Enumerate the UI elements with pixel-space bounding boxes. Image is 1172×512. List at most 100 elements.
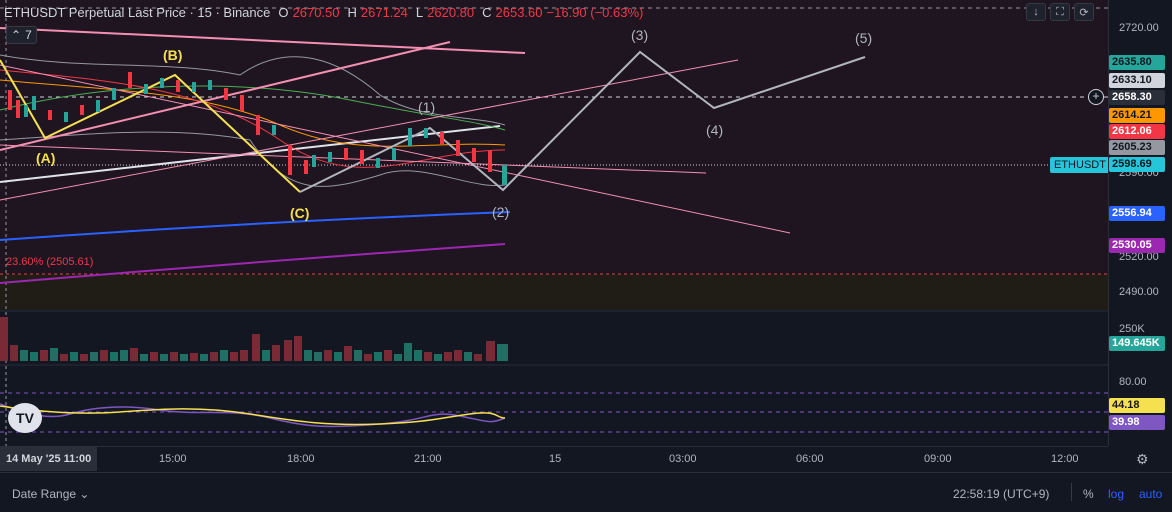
- gear-icon[interactable]: ⚙: [1136, 451, 1149, 467]
- volume-bar: [220, 350, 228, 361]
- chart-pane[interactable]: ETHUSDT Perpetual Last Price · 15 · Bina…: [0, 0, 1110, 446]
- indicators-toggle-button[interactable]: ⌃ 7: [6, 26, 37, 44]
- trendline-1: [0, 27, 526, 54]
- osc-purple: [0, 403, 506, 428]
- volume-bar: [252, 334, 260, 361]
- candle: [424, 128, 428, 138]
- volume-bar: [230, 352, 238, 361]
- open-value: 2670.50: [292, 4, 340, 20]
- chart-legend[interactable]: ETHUSDT Perpetual Last Price · 15 · Bina…: [4, 4, 643, 20]
- volume-bar: [200, 354, 208, 361]
- osc-yellow: [0, 405, 506, 426]
- volume-bar: [314, 352, 322, 361]
- volume-bar: [364, 354, 372, 361]
- candle: [376, 158, 380, 168]
- candle: [24, 105, 28, 117]
- candle: [208, 80, 212, 90]
- log-scale-toggle[interactable]: log: [1108, 487, 1125, 501]
- volume-bar: [284, 340, 292, 361]
- arrow-down-icon[interactable]: ↓: [1026, 3, 1046, 21]
- time-tick: 06:00: [796, 453, 824, 465]
- volume-bar: [140, 354, 148, 361]
- volume-bar: [210, 352, 218, 361]
- volume-bar: [110, 352, 118, 361]
- volume-bar: [374, 352, 382, 361]
- volume-bar: [20, 350, 28, 361]
- expand-icon[interactable]: ⛶: [1050, 3, 1070, 21]
- volume-bar: [170, 352, 178, 361]
- candle: [192, 82, 196, 92]
- volume-bar: [80, 354, 88, 361]
- volume-bar: [190, 353, 198, 361]
- candle: [288, 145, 292, 175]
- auto-scale-toggle[interactable]: auto: [1139, 487, 1163, 501]
- price-tag: 2556.94: [1109, 206, 1165, 221]
- volume-bar: [384, 350, 392, 361]
- ma-red: [0, 69, 506, 168]
- bottom-toolbar: Date Range ⌄ 22:58:19 (UTC+9) % log auto: [0, 472, 1172, 512]
- screenshot-icon[interactable]: ⟳: [1074, 3, 1094, 21]
- volume-bar: [240, 350, 248, 361]
- price-axis[interactable]: 2720.00 2590.00 2520.00 2490.00 250K 80.…: [1108, 0, 1172, 446]
- volume-bar: [50, 348, 58, 361]
- candle: [128, 72, 132, 88]
- indicator-count: 7: [25, 28, 32, 42]
- candle: [80, 105, 84, 115]
- abc-wave: [0, 59, 301, 193]
- clock-timezone[interactable]: 22:58:19 (UTC+9): [953, 487, 1050, 501]
- price-tag: 2614.21: [1109, 108, 1165, 123]
- wave-label-5: (5): [855, 30, 873, 46]
- symbol-price-tag: ETHUSDT: [1050, 157, 1110, 173]
- add-alert-icon[interactable]: +: [1088, 89, 1104, 105]
- symbol-title[interactable]: ETHUSDT Perpetual Last Price · 15 · Bina…: [4, 4, 271, 20]
- volume-bar: [70, 352, 78, 361]
- volume-bar: [424, 352, 432, 361]
- volume-bar: [30, 352, 38, 361]
- chart-canvas[interactable]: [0, 0, 1108, 446]
- candle: [112, 88, 116, 100]
- wave-label-a: (A): [36, 150, 56, 166]
- candle: [328, 152, 332, 162]
- time-tick: 18:00: [287, 453, 315, 465]
- ma-green: [0, 85, 506, 131]
- low-value: 2620.80: [427, 4, 475, 20]
- candle: [488, 150, 492, 172]
- wave-label-2: (2): [492, 204, 510, 220]
- candle: [240, 95, 244, 111]
- candle: [272, 125, 276, 135]
- high-label: H: [347, 4, 357, 20]
- bb-upper: [0, 54, 506, 126]
- volume-bar: [0, 317, 8, 361]
- volume-bar: [304, 350, 312, 361]
- volume-tag: 149.645K: [1109, 336, 1165, 351]
- volume-bar: [130, 348, 138, 361]
- price-tick: 2490.00: [1119, 286, 1159, 298]
- volume-bar: [100, 350, 108, 361]
- wave-label-4: (4): [706, 122, 724, 138]
- price-tag: 2635.80: [1109, 55, 1165, 70]
- open-label: O: [278, 4, 289, 20]
- price-tick: 2520.00: [1119, 251, 1159, 263]
- trendline-4: [0, 144, 707, 174]
- candle: [360, 150, 364, 164]
- candle: [176, 80, 180, 92]
- percent-scale-toggle[interactable]: %: [1083, 487, 1094, 501]
- time-tick: 21:00: [414, 453, 442, 465]
- volume-bar: [444, 352, 452, 361]
- osc-tick: 80.00: [1119, 376, 1147, 388]
- volume-bar: [180, 354, 188, 361]
- tradingview-logo-icon[interactable]: TV: [8, 403, 42, 433]
- volume-bar: [434, 354, 442, 361]
- wave-label-c: (C): [290, 205, 310, 221]
- volume-bar: [272, 345, 280, 361]
- volume-bar: [454, 350, 462, 361]
- volume-bars: [0, 317, 508, 361]
- date-range-button[interactable]: Date Range ⌄: [12, 487, 89, 501]
- price-tag: 2605.23: [1109, 140, 1165, 155]
- volume-bar: [160, 354, 168, 361]
- time-axis[interactable]: 14 May '25 11:00 15:00 18:00 21:00 15 03…: [0, 446, 1108, 472]
- candle: [32, 96, 36, 110]
- volume-bar: [60, 354, 68, 361]
- volume-bar: [486, 341, 495, 361]
- last-price-tag: 2598.69: [1109, 157, 1165, 172]
